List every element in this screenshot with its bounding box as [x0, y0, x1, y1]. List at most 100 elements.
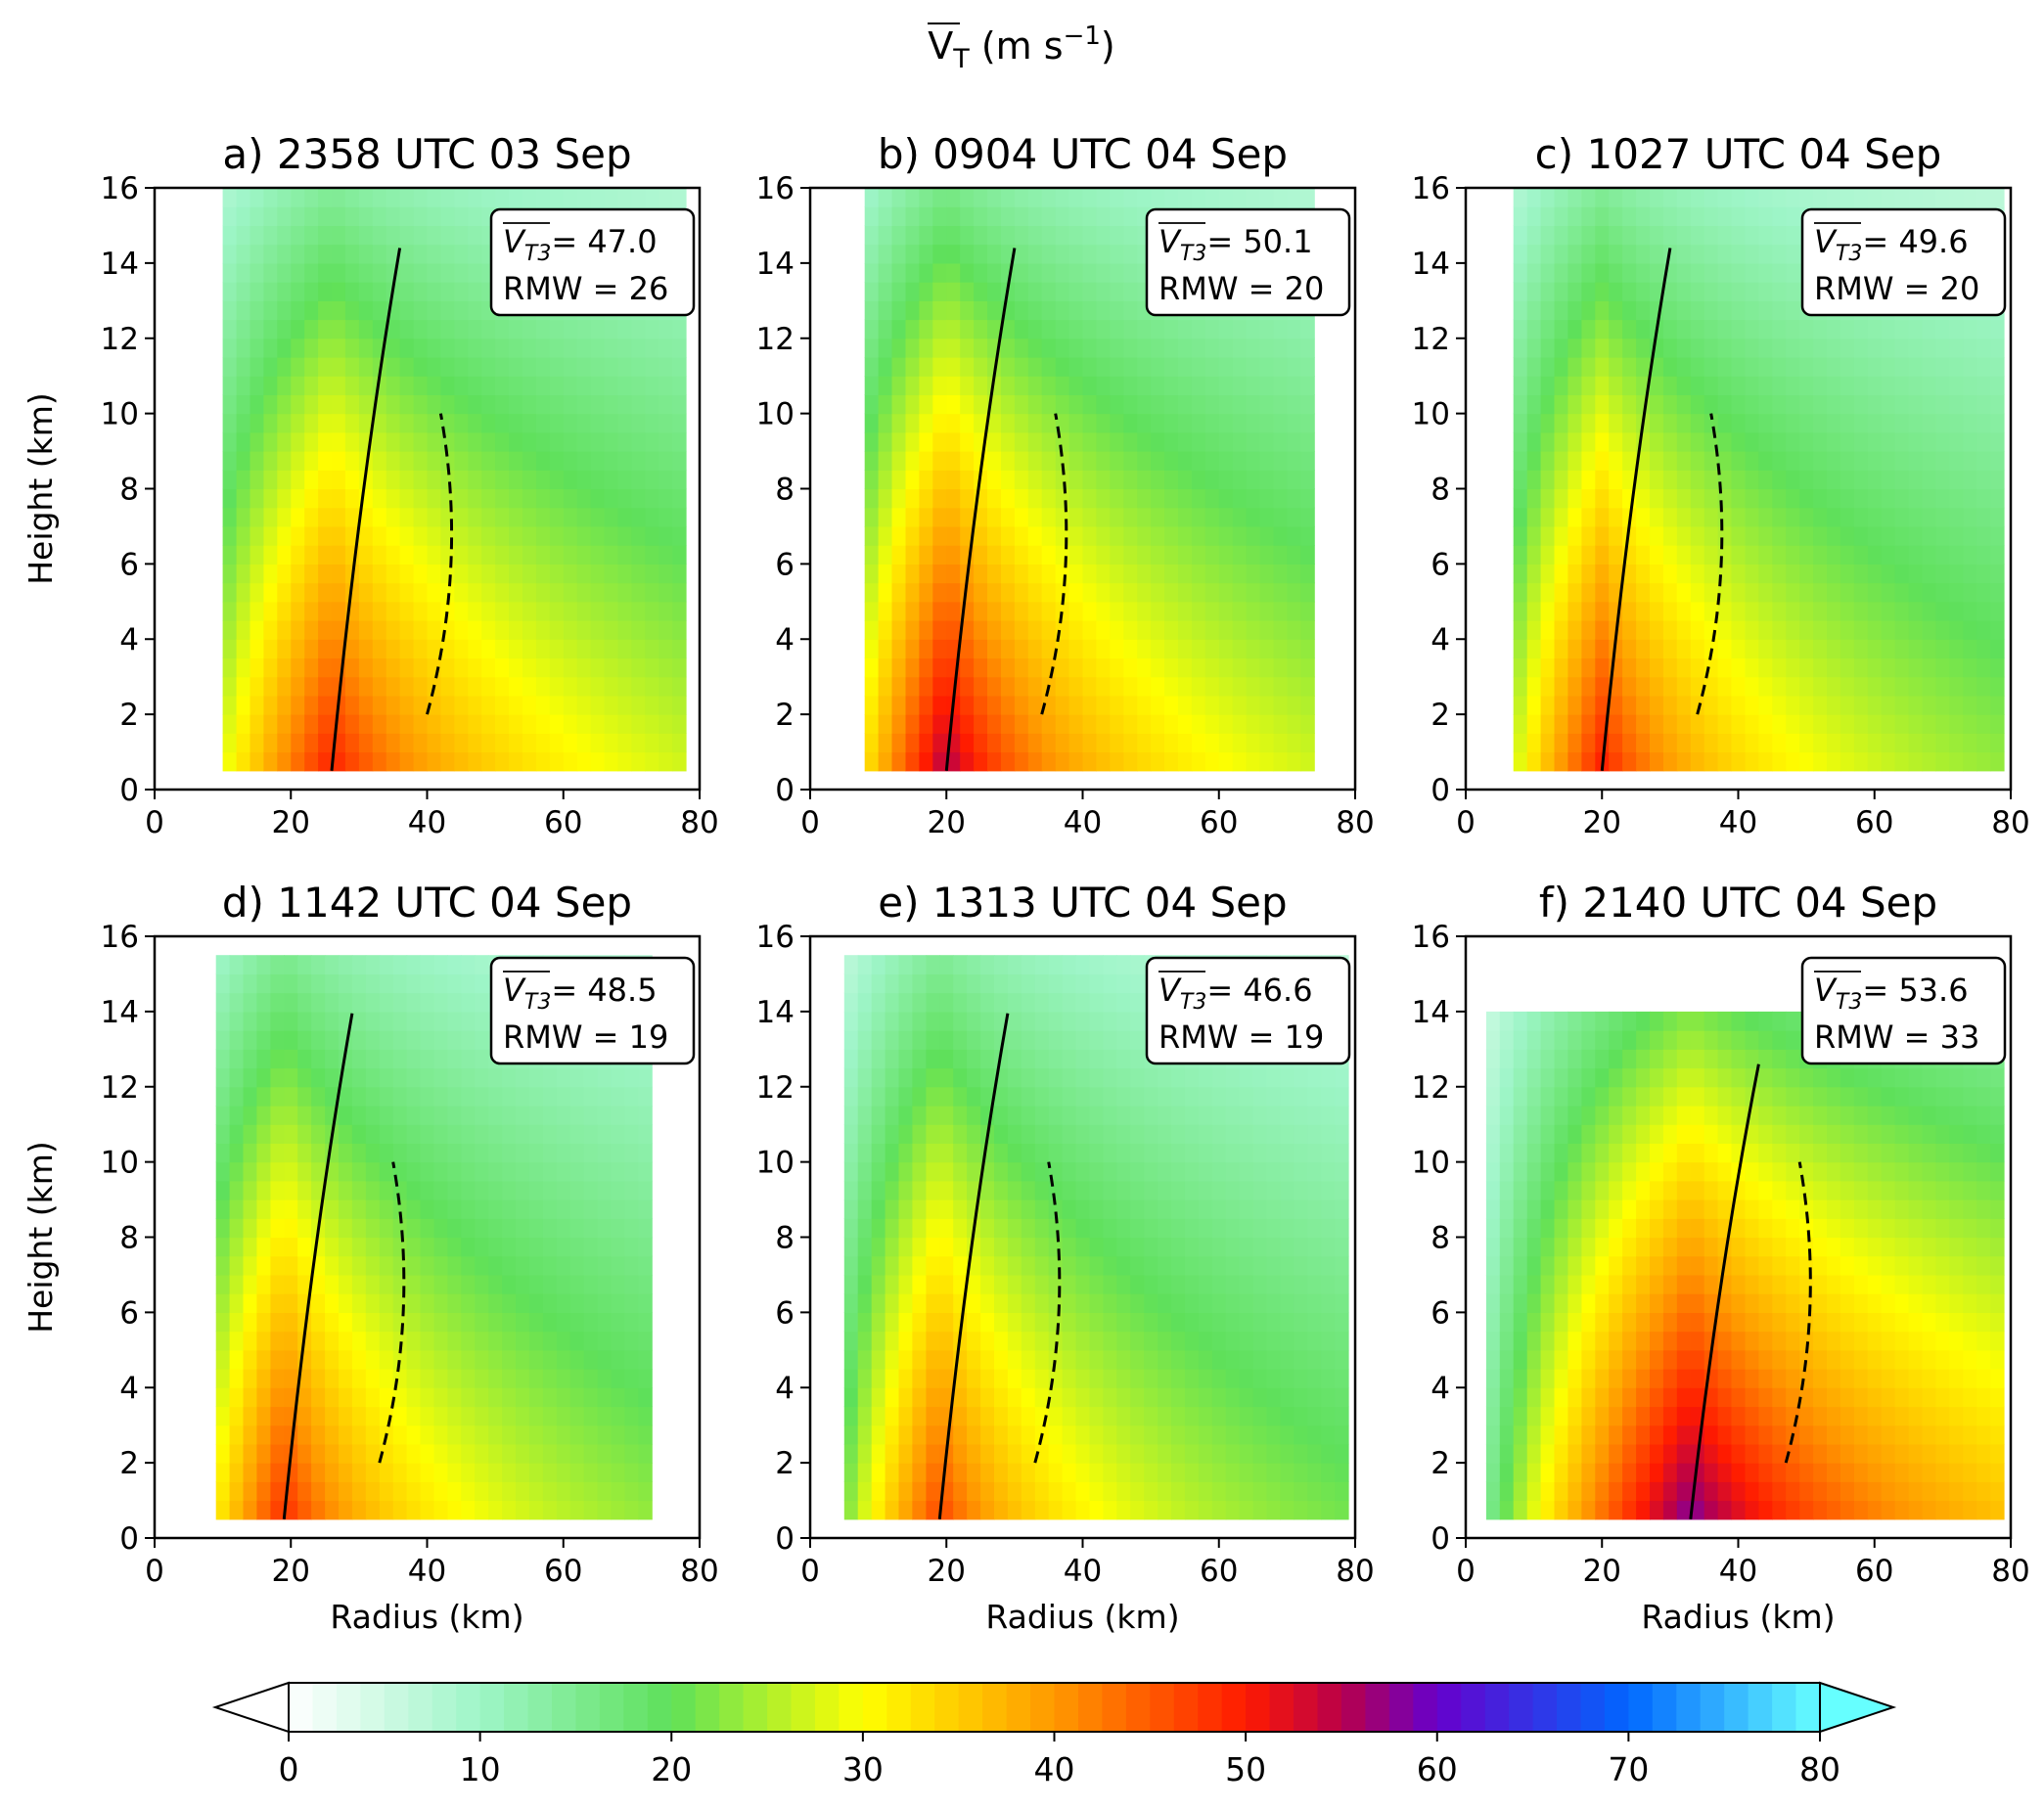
vt-cell — [406, 1312, 422, 1333]
vt-cell — [1116, 1312, 1131, 1333]
vt-cell — [631, 620, 646, 640]
vt-cell — [967, 973, 981, 994]
vt-cell — [946, 319, 961, 339]
vt-cell — [1068, 376, 1084, 395]
vt-cell — [1745, 695, 1759, 715]
vt-cell — [1130, 973, 1145, 994]
vt-cell — [1246, 488, 1261, 509]
vt-cell — [1526, 300, 1542, 321]
vt-cell — [461, 1237, 476, 1257]
vt-cell — [1287, 676, 1301, 697]
vt-cell — [919, 601, 933, 621]
vt-cell — [1034, 1481, 1050, 1502]
vt-cell — [1123, 582, 1138, 603]
vt-cell — [1164, 525, 1179, 546]
y-tick-label: 16 — [1412, 171, 1450, 206]
vt-cell — [1246, 431, 1261, 452]
vt-cell — [891, 244, 906, 264]
vt-cell — [631, 507, 646, 527]
vt-cell — [291, 470, 305, 490]
vt-cell — [1595, 470, 1610, 490]
vt-cell — [229, 1237, 245, 1257]
vt-cell — [1717, 525, 1733, 546]
vt-cell — [1717, 225, 1733, 246]
vt-cell — [222, 582, 238, 603]
vt-cell — [1636, 525, 1651, 546]
vt-cell — [1191, 695, 1206, 715]
vt-cell — [311, 1124, 326, 1144]
vt-cell — [215, 1218, 231, 1239]
vt-cell — [1027, 676, 1043, 697]
vt-cell — [1103, 1106, 1117, 1125]
vt-cell — [365, 1463, 381, 1482]
vt-cell — [624, 1349, 639, 1370]
vt-cell — [236, 451, 251, 471]
vt-cell — [638, 1086, 653, 1107]
vt-cell — [939, 973, 954, 994]
vt-cell — [1096, 751, 1111, 772]
vt-cell — [1745, 225, 1759, 246]
vt-cell — [1048, 1143, 1064, 1163]
vt-cell — [953, 1180, 968, 1200]
vt-cell — [379, 1331, 394, 1351]
vt-cell — [1089, 1237, 1104, 1257]
vt-cell — [960, 714, 975, 734]
vt-cell — [447, 1161, 462, 1182]
vt-cell — [1123, 394, 1138, 415]
vt-cell — [468, 262, 482, 283]
vt-cell — [1123, 319, 1138, 339]
vt-cell — [522, 676, 537, 697]
vt-cell — [864, 262, 880, 283]
vt-cell — [1130, 1199, 1145, 1219]
vt-cell — [672, 657, 687, 678]
vt-cell — [297, 1463, 312, 1482]
vt-cell — [1554, 488, 1568, 509]
vt-cell — [522, 376, 537, 395]
vt-cell — [1526, 488, 1542, 509]
vt-cell — [413, 300, 429, 321]
vt-cell — [864, 376, 880, 395]
vt-cell — [885, 1369, 900, 1388]
vt-cell — [1116, 992, 1131, 1013]
dashed-contour — [1696, 413, 1724, 715]
vt-cell — [420, 1124, 434, 1144]
vt-cell — [256, 1255, 271, 1276]
vt-cell — [263, 639, 278, 659]
vt-cell — [297, 1106, 312, 1125]
vt-cell — [638, 1369, 653, 1388]
vt-cell — [1662, 225, 1678, 246]
vt-cell — [222, 657, 238, 678]
vt-cell — [1567, 564, 1582, 584]
vt-cell — [250, 639, 264, 659]
vt-cell — [1300, 695, 1315, 715]
vt-cell — [1204, 431, 1220, 452]
vt-cell — [250, 525, 264, 546]
vt-cell — [1867, 431, 1883, 452]
vt-cell — [461, 973, 476, 994]
vt-cell — [563, 695, 578, 715]
vt-cell — [351, 1199, 367, 1219]
vt-cell — [1908, 319, 1924, 339]
vt-cell — [1526, 639, 1542, 659]
vt-cell — [1089, 1406, 1104, 1426]
vt-cell — [946, 394, 961, 415]
vt-cell — [1027, 695, 1043, 715]
vt-cell — [291, 282, 305, 301]
vt-cell — [563, 413, 578, 433]
vt-cell — [905, 282, 920, 301]
vt-cell — [878, 751, 893, 772]
vt-cell — [1178, 695, 1193, 715]
vt-cell — [1949, 319, 1964, 339]
vt-cell — [399, 376, 415, 395]
vt-cell — [1246, 376, 1261, 395]
vt-cell — [597, 1124, 613, 1144]
vt-cell — [433, 1086, 448, 1107]
vt-cell — [946, 751, 961, 772]
vt-cell — [528, 1274, 544, 1294]
vt-cell — [1055, 206, 1070, 226]
vt-cell — [318, 751, 333, 772]
vt-cell — [406, 1369, 422, 1388]
vt-cell — [1001, 357, 1016, 377]
vt-cell — [1089, 1500, 1104, 1520]
vt-cell — [1990, 431, 2005, 452]
